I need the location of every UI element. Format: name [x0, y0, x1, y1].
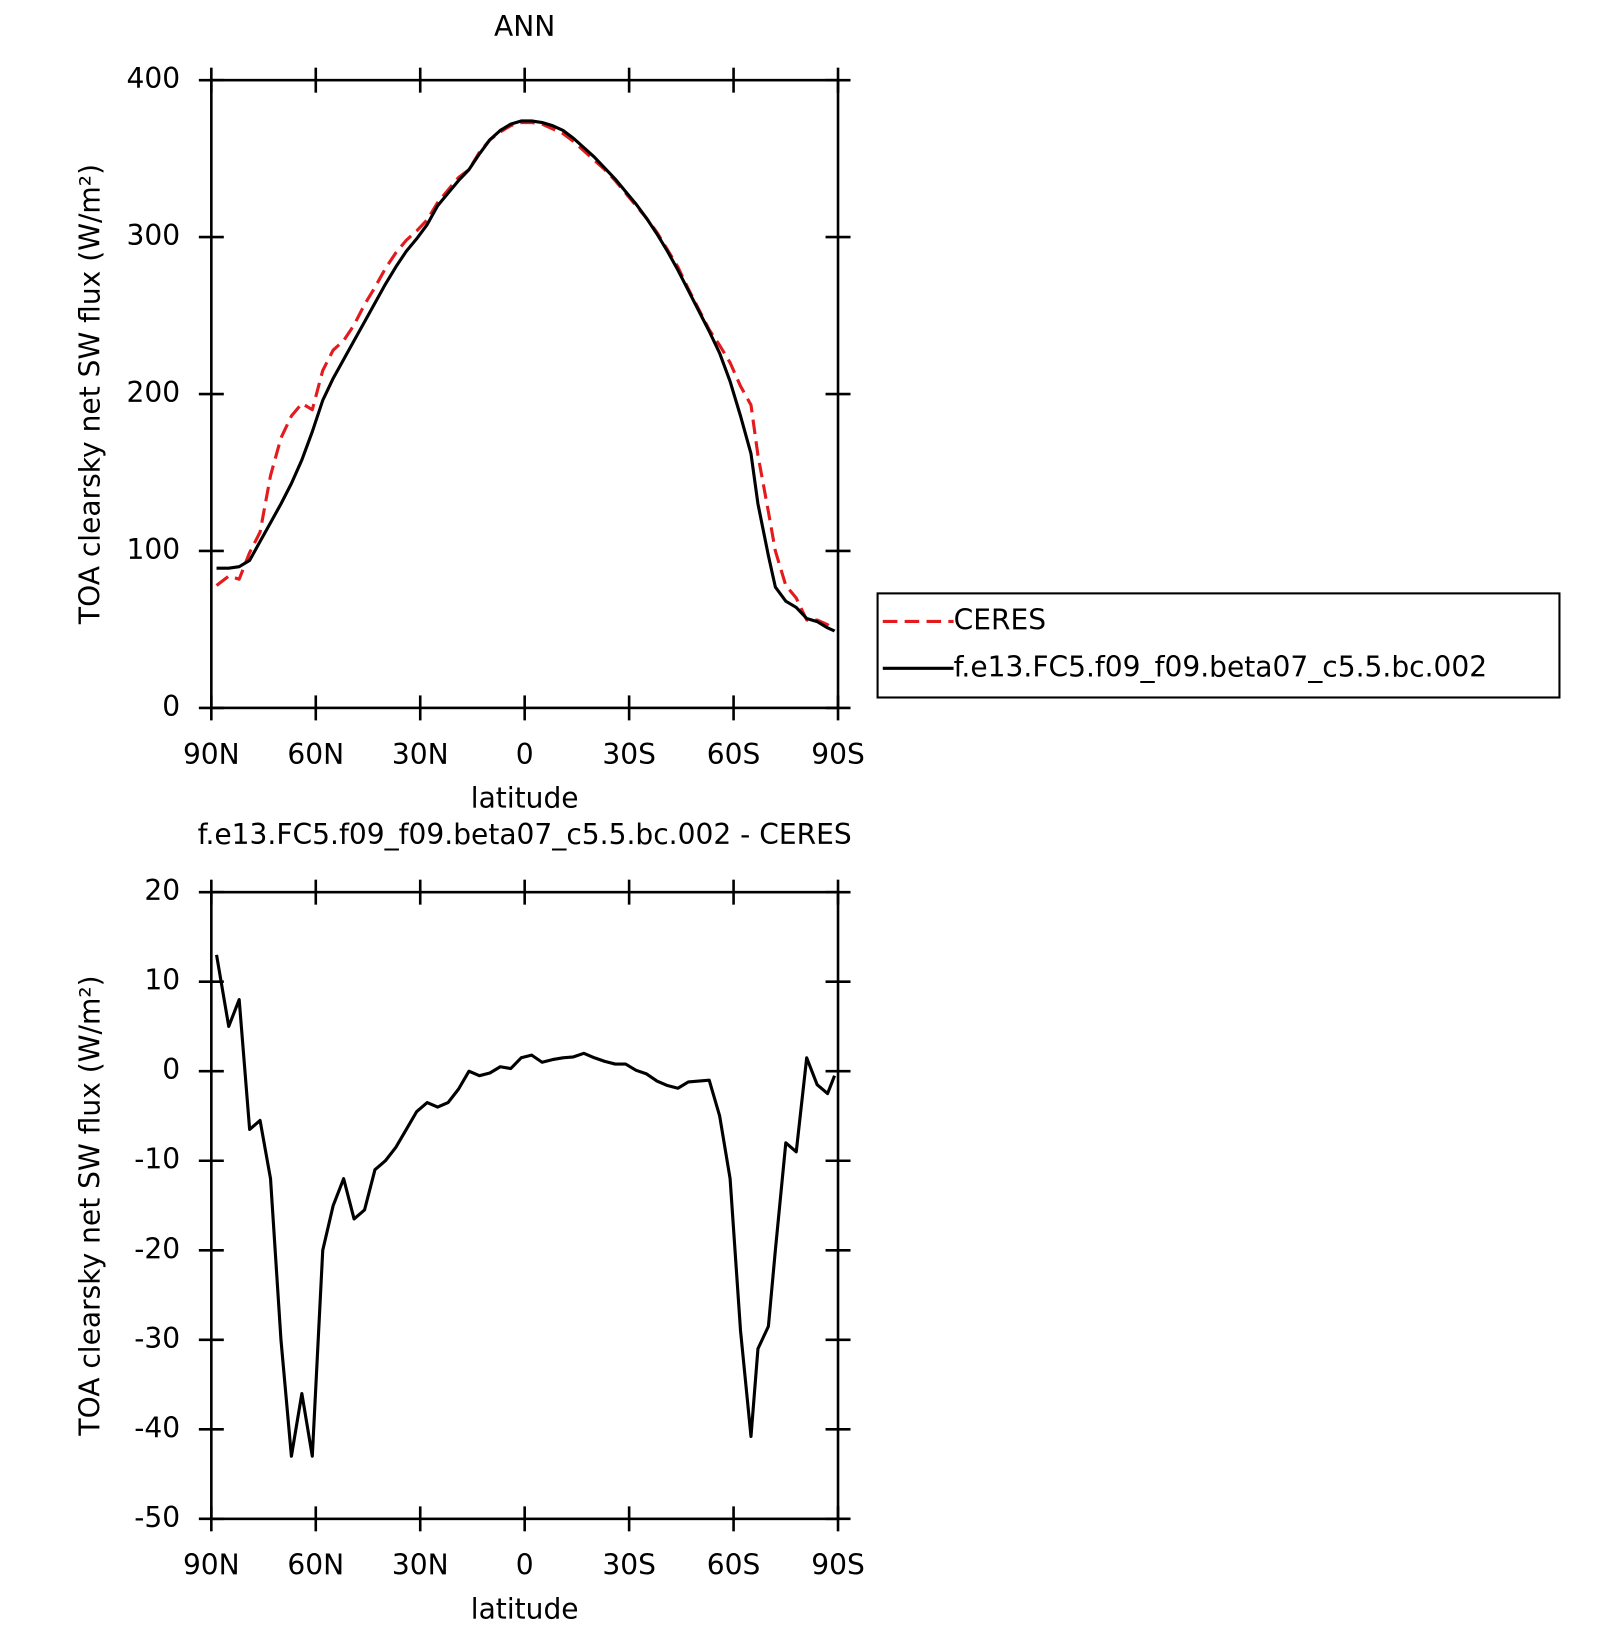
x-tick-label: 0	[516, 1549, 534, 1582]
x-tick-label: 90S	[811, 738, 865, 771]
plot-frame	[210, 78, 840, 710]
x-tick-label: 90N	[183, 738, 240, 771]
legend-label: CERES	[954, 603, 1046, 636]
plot-frame	[210, 890, 840, 1521]
y-tick-label: 0	[162, 690, 180, 723]
chart-title: ANN	[494, 10, 555, 43]
y-tick-label: -30	[134, 1322, 180, 1355]
data-line	[215, 120, 836, 633]
x-tick-label: 60N	[287, 1549, 344, 1582]
y-tick-label: -10	[134, 1143, 180, 1176]
legend-label: f.e13.FC5.f09_f09.beta07_c5.5.bc.002	[954, 650, 1488, 683]
y-tick-label: 100	[126, 533, 180, 566]
y-tick-label: -50	[134, 1501, 180, 1534]
y-axis-label: TOA clearsky net SW flux (W/m²)	[74, 975, 107, 1436]
y-tick-label: 200	[126, 376, 180, 409]
y-tick-label: -20	[134, 1232, 180, 1265]
x-tick-label: 30N	[392, 738, 449, 771]
y-tick-label: -40	[134, 1411, 180, 1444]
x-tick-label: 90S	[811, 1549, 865, 1582]
data-line	[215, 954, 836, 1458]
y-tick-label: 10	[144, 964, 180, 997]
y-axis-label: TOA clearsky net SW flux (W/m²)	[74, 164, 107, 625]
x-axis-label: latitude	[471, 1592, 579, 1624]
x-axis-label: latitude	[471, 782, 579, 815]
y-tick-label: 0	[162, 1053, 180, 1086]
x-tick-label: 90N	[183, 1549, 240, 1582]
y-tick-label: 300	[126, 219, 180, 252]
x-tick-label: 0	[516, 738, 534, 771]
legend-box	[876, 592, 1561, 699]
x-tick-label: 30S	[602, 1549, 656, 1582]
x-tick-label: 30S	[602, 738, 656, 771]
y-tick-label: 400	[126, 62, 180, 95]
chart-title: f.e13.FC5.f09_f09.beta07_c5.5.bc.002 - C…	[198, 818, 852, 851]
data-line	[216, 119, 836, 633]
y-tick-label: 20	[144, 874, 180, 907]
x-tick-label: 60S	[707, 738, 761, 771]
x-tick-label: 60S	[707, 1549, 761, 1582]
x-tick-label: 30N	[392, 1549, 449, 1582]
x-tick-label: 60N	[287, 738, 344, 771]
